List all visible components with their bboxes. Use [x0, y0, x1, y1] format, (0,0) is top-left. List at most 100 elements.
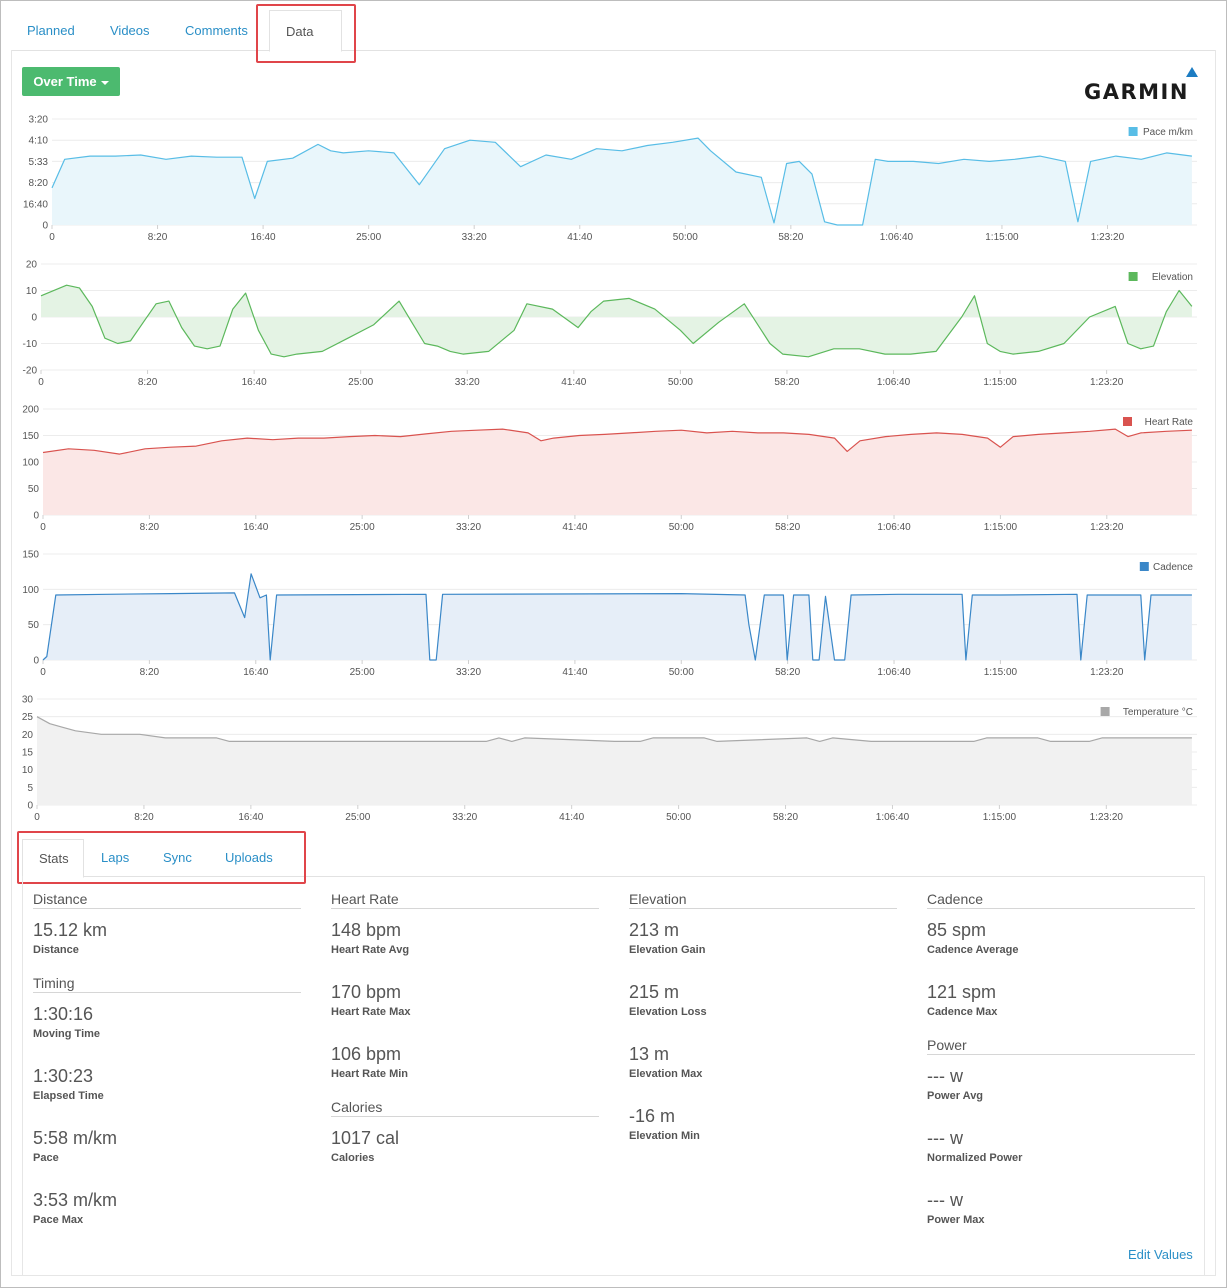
x-tick-label: 33:20	[462, 232, 487, 243]
tab-uploads[interactable]: Uploads	[225, 850, 273, 865]
y-tick-label: -20	[23, 366, 38, 377]
x-tick-label: 41:40	[562, 522, 587, 533]
x-tick-label: 25:00	[348, 377, 373, 388]
y-tick-label: 150	[22, 550, 39, 561]
stat-value: 213 m	[629, 920, 680, 940]
x-tick-label: 1:06:40	[880, 232, 914, 243]
series-area-fill	[43, 429, 1192, 515]
section-title-elevation: Elevation	[629, 892, 897, 909]
y-tick-label: 16:40	[23, 199, 48, 210]
legend-swatch	[1123, 417, 1132, 426]
x-tick-label: 50:00	[669, 667, 694, 678]
stat-moving-time: 1:30:16 Moving Time	[33, 1003, 301, 1041]
stat-elevation-gain: 213 m Elevation Gain	[629, 919, 897, 957]
garmin-triangle-icon	[1186, 67, 1198, 77]
section-title-cadence: Cadence	[927, 892, 1195, 909]
x-tick-label: 1:06:40	[876, 812, 910, 823]
y-tick-label: -10	[23, 339, 38, 350]
stats-column-distance-timing: Distance 15.12 km Distance Timing 1:30:1…	[33, 892, 301, 1227]
x-tick-label: 1:06:40	[877, 522, 911, 533]
stat-label: Elevation Gain	[629, 944, 706, 956]
stat-label: Heart Rate Avg	[331, 944, 410, 956]
x-tick-label: 25:00	[350, 522, 375, 533]
x-tick-label: 25:00	[350, 667, 375, 678]
x-tick-label: 16:40	[242, 377, 267, 388]
x-tick-label: 50:00	[669, 522, 694, 533]
highlight-box-data-tab	[256, 4, 356, 63]
stat-label: Calories	[331, 1152, 375, 1164]
stat-label: Power Avg	[927, 1090, 984, 1102]
stat-label: Heart Rate Min	[331, 1068, 409, 1080]
stats-column-heart-calories: Heart Rate 148 bpm Heart Rate Avg 170 bp…	[331, 892, 599, 1165]
stat-value: --- w	[927, 1128, 963, 1148]
x-tick-label: 41:40	[562, 667, 587, 678]
stat-value: 1017 cal	[331, 1128, 400, 1148]
legend-label: Elevation	[1152, 272, 1193, 283]
legend-label: Pace m/km	[1143, 127, 1193, 138]
x-tick-label: 1:23:20	[1090, 377, 1124, 388]
legend-swatch	[1128, 127, 1138, 136]
tab-videos[interactable]: Videos	[110, 23, 150, 38]
stat-value: 215 m	[629, 982, 680, 1002]
x-tick-label: 50:00	[668, 377, 693, 388]
stat-value: 121 spm	[927, 982, 997, 1002]
y-tick-label: 0	[42, 221, 48, 232]
over-time-dropdown-button[interactable]: Over Time	[22, 67, 120, 96]
x-tick-label: 0	[34, 812, 40, 823]
tab-planned[interactable]: Planned	[27, 23, 75, 38]
bottom-tab-bar: Stats Laps Sync Uploads	[22, 839, 1205, 878]
x-tick-label: 33:20	[456, 522, 481, 533]
stat-label: Elevation Max	[629, 1068, 703, 1080]
y-tick-label: 3:20	[29, 115, 49, 126]
x-tick-label: 1:23:20	[1090, 667, 1124, 678]
series-line	[40, 284, 1193, 358]
tab-comments[interactable]: Comments	[185, 23, 248, 38]
stat-label: Distance	[33, 944, 79, 956]
stat-label: Elevation Min	[629, 1130, 700, 1142]
stat-distance: 15.12 km Distance	[33, 919, 301, 957]
series-area-fill	[43, 573, 1192, 660]
section-title-power: Power	[927, 1038, 1195, 1055]
stat-heart-rate-min: 106 bpm Heart Rate Min	[331, 1043, 599, 1081]
x-tick-label: 1:06:40	[877, 667, 911, 678]
x-tick-label: 0	[49, 232, 55, 243]
stat-pace: 5:58 m/km Pace	[33, 1127, 301, 1165]
caret-down-icon	[100, 80, 109, 85]
stat-label: Pace Max	[33, 1214, 84, 1226]
y-tick-label: 0	[31, 313, 37, 324]
x-tick-label: 58:20	[773, 812, 798, 823]
series-line	[42, 573, 1192, 661]
series-area-fill	[37, 716, 1192, 805]
x-tick-label: 1:15:00	[983, 812, 1017, 823]
y-tick-label: 150	[22, 431, 39, 442]
x-tick-label: 1:23:20	[1090, 812, 1124, 823]
x-tick-label: 1:23:20	[1091, 232, 1125, 243]
garmin-logo: GARMIN	[1084, 67, 1204, 106]
stat-value: 3:53 m/km	[33, 1190, 118, 1210]
section-title-heart-rate: Heart Rate	[331, 892, 599, 909]
x-tick-label: 8:20	[134, 812, 154, 823]
x-tick-label: 50:00	[666, 812, 691, 823]
stat-value: --- w	[927, 1066, 963, 1086]
tab-sync[interactable]: Sync	[163, 850, 192, 865]
legend-label: Temperature °C	[1123, 707, 1193, 718]
stat-normalized-power: --- w Normalized Power	[927, 1127, 1195, 1165]
x-tick-label: 1:15:00	[983, 377, 1017, 388]
tab-laps[interactable]: Laps	[101, 850, 130, 865]
series-line	[36, 716, 1192, 742]
y-tick-label: 20	[26, 260, 38, 271]
y-tick-label: 0	[27, 801, 33, 812]
tab-data[interactable]: Data	[269, 10, 342, 52]
series-line	[42, 428, 1192, 455]
edit-values-link[interactable]: Edit Values	[1128, 1247, 1193, 1262]
x-tick-label: 58:20	[775, 667, 800, 678]
x-tick-label: 58:20	[774, 377, 799, 388]
stat-elapsed-time: 1:30:23 Elapsed Time	[33, 1065, 301, 1103]
stat-value: 13 m	[629, 1044, 670, 1064]
tab-stats[interactable]: Stats	[22, 839, 84, 878]
stat-value: 1:30:23	[33, 1066, 94, 1086]
stat-label: Moving Time	[33, 1028, 101, 1040]
x-tick-label: 33:20	[456, 667, 481, 678]
x-tick-label: 25:00	[356, 232, 381, 243]
